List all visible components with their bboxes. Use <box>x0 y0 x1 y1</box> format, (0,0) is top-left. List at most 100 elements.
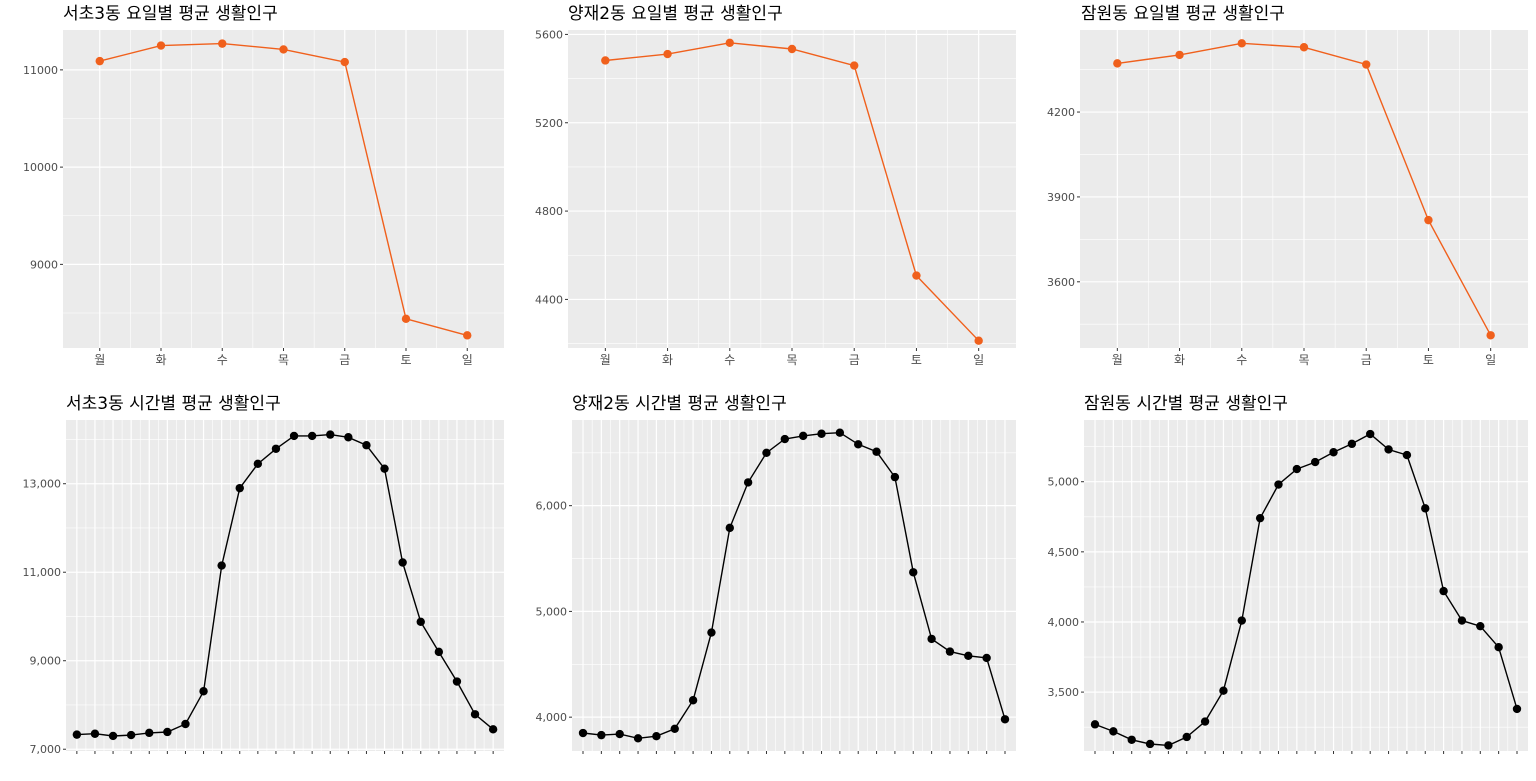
y-tick-label: 4800 <box>535 205 563 218</box>
data-point <box>835 428 845 437</box>
chart-panel-6: 잠원동 시간별 평균 생활인구 3,500 4,000 4,500 5,000 <box>1048 394 1528 754</box>
data-point <box>401 314 411 324</box>
data-point <box>90 729 100 738</box>
data-point <box>850 61 859 70</box>
y-tick-label: 9000 <box>30 258 58 271</box>
x-tick-label: 토 <box>400 353 411 367</box>
data-point <box>707 628 716 637</box>
data-point <box>743 478 753 487</box>
y-tick-label: 4,000 <box>1048 616 1080 629</box>
data-point <box>670 724 679 733</box>
data-point <box>615 729 624 739</box>
data-point <box>945 647 955 656</box>
data-point <box>872 447 881 456</box>
x-tick-label: 일 <box>462 353 473 367</box>
data-point <box>854 440 863 449</box>
data-point <box>1494 643 1503 652</box>
x-tick-label: 월 <box>94 353 105 367</box>
chart-panel-1: 서초3동 요일별 평균 생활인구 9000 10000 11000 월 화 수 목 금 토 일 <box>23 4 504 367</box>
data-point <box>452 677 462 686</box>
data-point <box>1109 727 1118 736</box>
chart-title: 양재2동 시간별 평균 생활인구 <box>572 394 787 414</box>
data-point <box>1424 215 1433 225</box>
x-tick-label: 토 <box>911 353 922 367</box>
chart-panel-5: 양재2동 시간별 평균 생활인구 4,000 5,000 6,000 <box>536 394 1016 754</box>
data-point <box>780 434 790 444</box>
data-point <box>725 38 734 48</box>
data-point <box>416 617 425 626</box>
x-tick-label: 금 <box>339 353 350 367</box>
data-point <box>463 331 472 340</box>
data-point <box>982 653 991 663</box>
data-point <box>344 433 353 442</box>
data-point <box>652 731 661 741</box>
data-point <box>380 464 389 473</box>
data-point <box>235 483 244 493</box>
data-point <box>578 728 588 738</box>
data-point <box>912 271 921 280</box>
data-point <box>1090 720 1100 729</box>
data-point <box>340 57 349 67</box>
data-point <box>762 448 771 457</box>
y-tick-label: 11000 <box>23 64 58 77</box>
data-point <box>1329 448 1338 457</box>
chart-title: 잠원동 시간별 평균 생활인구 <box>1084 394 1288 414</box>
y-tick-label: 4,000 <box>536 711 568 724</box>
y-tick-label: 13,000 <box>23 478 62 491</box>
chart-panel-2: 양재2동 요일별 평균 생활인구 4400 4800 5200 5600 월 화 수 목 금 토 일 <box>535 4 1016 367</box>
y-tick-label: 7,000 <box>30 743 62 756</box>
data-point <box>95 56 104 66</box>
x-tick-label: 수 <box>1236 353 1247 367</box>
y-tick-label: 3,500 <box>1048 686 1080 699</box>
data-point <box>217 561 226 570</box>
data-point <box>1486 331 1495 340</box>
x-tick-label: 화 <box>1174 353 1185 367</box>
data-point <box>964 651 973 661</box>
data-point <box>1164 741 1173 750</box>
data-point <box>145 728 154 738</box>
data-point <box>1476 621 1485 631</box>
chart-panel-4: 서초3동 시간별 평균 생활인구 7,000 9,000 11,000 13,000 <box>23 394 504 756</box>
data-point <box>108 731 118 741</box>
data-point <box>633 734 643 743</box>
chart-title: 서초3동 요일별 평균 생활인구 <box>63 4 278 24</box>
data-point <box>434 647 444 657</box>
data-point <box>218 39 227 48</box>
y-tick-label: 5,000 <box>536 605 568 618</box>
data-point <box>927 634 936 644</box>
chart-title: 잠원동 요일별 평균 생활인구 <box>1081 4 1285 24</box>
x-tick-label: 금 <box>1361 353 1372 367</box>
x-tick-label: 화 <box>155 353 166 367</box>
data-point <box>271 444 281 453</box>
y-tick-label: 5600 <box>535 28 563 41</box>
data-point <box>1421 504 1430 513</box>
data-point <box>289 431 299 441</box>
data-point <box>909 568 918 577</box>
data-point <box>1113 59 1122 68</box>
data-point <box>597 730 606 740</box>
data-point <box>488 725 498 734</box>
x-tick-label: 월 <box>1112 353 1123 367</box>
x-tick-label: 수 <box>724 353 735 367</box>
data-point <box>601 56 610 65</box>
data-point <box>1219 686 1228 695</box>
data-point <box>817 429 826 438</box>
data-point <box>1362 60 1371 69</box>
data-point <box>725 523 734 533</box>
x-tick-label: 토 <box>1423 353 1434 367</box>
x-tick-label: 일 <box>973 353 984 367</box>
data-point <box>1200 717 1210 726</box>
y-tick-label: 9,000 <box>30 655 62 668</box>
data-point <box>1512 704 1522 714</box>
data-point <box>1255 513 1265 523</box>
data-point <box>126 730 136 740</box>
data-point <box>890 472 900 482</box>
y-tick-label: 6,000 <box>536 500 568 513</box>
x-tick-label: 목 <box>786 353 797 367</box>
data-point <box>1000 715 1010 724</box>
data-point <box>1299 43 1309 52</box>
x-tick-label: 일 <box>1485 353 1496 367</box>
data-point <box>181 719 190 729</box>
data-point <box>326 430 335 439</box>
data-point <box>307 431 317 441</box>
